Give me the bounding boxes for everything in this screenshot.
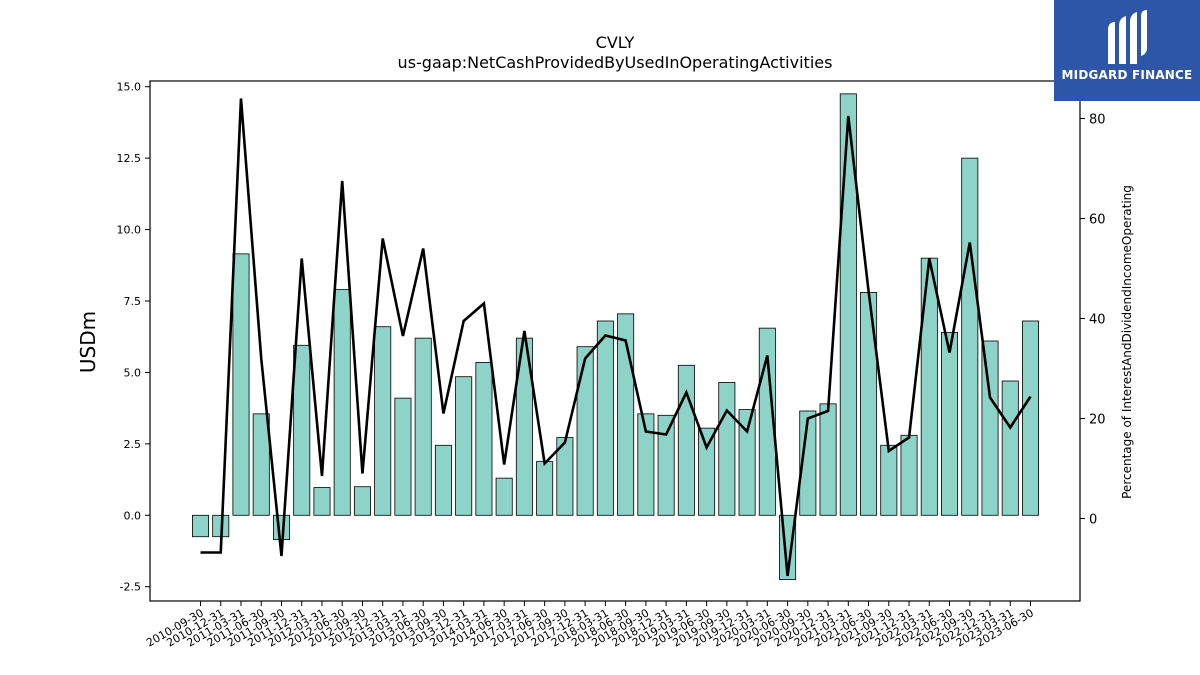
- y-tick-label: 15.0: [117, 81, 142, 94]
- bar: [576, 346, 594, 516]
- bar: [799, 410, 817, 516]
- line-series: [200, 98, 1032, 577]
- y-axis-label-right: Percentage of InterestAndDividendIncomeO…: [1120, 185, 1134, 499]
- bar: [880, 444, 898, 516]
- bar: [698, 427, 716, 516]
- bar: [191, 514, 209, 538]
- bar: [920, 257, 938, 516]
- y-tick-label: 10.0: [117, 224, 142, 237]
- y-axis-right: 0 20 40 60 80: [1080, 113, 1106, 528]
- bar: [637, 413, 655, 516]
- bar: [232, 253, 250, 516]
- logo-mark-icon: [1108, 10, 1147, 64]
- y2-tick-label: 40: [1089, 313, 1106, 328]
- bar: [657, 414, 675, 516]
- bar: [536, 461, 554, 516]
- bar: [434, 444, 452, 516]
- y2-tick-label: 60: [1089, 213, 1106, 228]
- bar: [961, 157, 979, 516]
- bar: [353, 486, 371, 516]
- chart-title: CVLY: [596, 33, 635, 52]
- bar: [495, 477, 513, 516]
- bar: [900, 434, 918, 516]
- bar: [313, 487, 331, 516]
- y-tick-label: 12.5: [117, 152, 142, 165]
- y-tick-label: 2.5: [124, 438, 142, 451]
- bar: [819, 403, 837, 516]
- brand-logo: MIDGARD FINANCE: [1054, 0, 1200, 101]
- y2-tick-label: 80: [1089, 113, 1106, 128]
- bar: [414, 337, 432, 516]
- bar: [1001, 380, 1019, 516]
- bar: [394, 397, 412, 516]
- bar: [293, 344, 311, 516]
- y-axis-left: -2.5 0.0 2.5 5.0 7.5 10.0 12.5 15.0: [117, 81, 150, 594]
- y2-tick-label: 20: [1089, 413, 1106, 428]
- y-tick-label: 7.5: [124, 295, 142, 308]
- y-axis-label-left: USDm: [76, 311, 100, 373]
- plot-frame: [149, 80, 1081, 602]
- bar: [839, 93, 857, 516]
- bar: [455, 376, 473, 516]
- bar: [272, 514, 290, 540]
- bar: [596, 320, 614, 516]
- bar: [333, 289, 351, 516]
- bar: [1022, 320, 1040, 516]
- bar: [981, 340, 999, 516]
- y-tick-label: -2.5: [120, 581, 141, 594]
- chart-subtitle: us-gaap:NetCashProvidedByUsedInOperating…: [398, 53, 833, 72]
- x-axis: 2010-09-302010-12-312011-03-312011-06-30…: [144, 601, 1036, 650]
- bar: [374, 326, 392, 516]
- bar: [677, 364, 695, 516]
- bar: [475, 362, 493, 516]
- y2-tick-label: 0: [1089, 513, 1097, 528]
- bar: [718, 382, 736, 516]
- bar: [252, 413, 270, 516]
- y-tick-label: 0.0: [124, 509, 142, 522]
- series-line: [200, 98, 1032, 577]
- bar: [941, 332, 959, 516]
- y-tick-label: 5.0: [124, 366, 142, 379]
- bar: [738, 409, 756, 516]
- logo-text: MIDGARD FINANCE: [1061, 68, 1193, 82]
